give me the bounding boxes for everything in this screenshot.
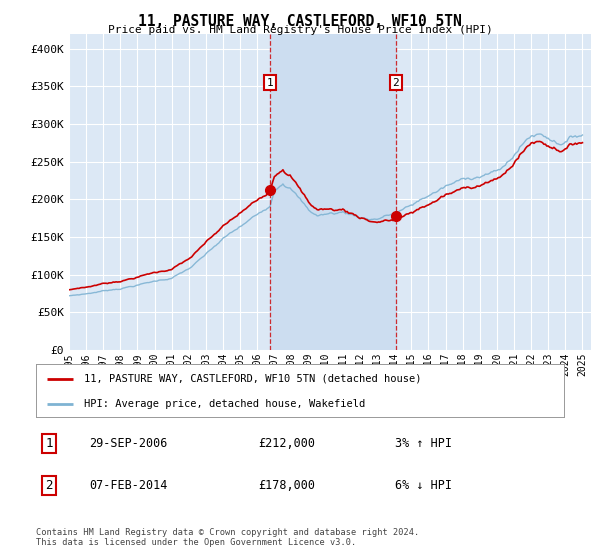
Text: 2: 2 xyxy=(392,78,399,87)
Text: 1: 1 xyxy=(46,437,53,450)
Text: 29-SEP-2006: 29-SEP-2006 xyxy=(89,437,167,450)
Text: HPI: Average price, detached house, Wakefield: HPI: Average price, detached house, Wake… xyxy=(83,399,365,409)
Text: 6% ↓ HPI: 6% ↓ HPI xyxy=(395,479,452,492)
Text: 11, PASTURE WAY, CASTLEFORD, WF10 5TN (detached house): 11, PASTURE WAY, CASTLEFORD, WF10 5TN (d… xyxy=(83,374,421,384)
Text: 1: 1 xyxy=(267,78,274,87)
Text: Price paid vs. HM Land Registry's House Price Index (HPI): Price paid vs. HM Land Registry's House … xyxy=(107,25,493,35)
Text: 3% ↑ HPI: 3% ↑ HPI xyxy=(395,437,452,450)
Text: Contains HM Land Registry data © Crown copyright and database right 2024.
This d: Contains HM Land Registry data © Crown c… xyxy=(36,528,419,547)
Text: 11, PASTURE WAY, CASTLEFORD, WF10 5TN: 11, PASTURE WAY, CASTLEFORD, WF10 5TN xyxy=(138,14,462,29)
Text: 07-FEB-2014: 07-FEB-2014 xyxy=(89,479,167,492)
Text: 2: 2 xyxy=(46,479,53,492)
Text: £178,000: £178,000 xyxy=(258,479,315,492)
Bar xyxy=(270,34,396,350)
Text: £212,000: £212,000 xyxy=(258,437,315,450)
